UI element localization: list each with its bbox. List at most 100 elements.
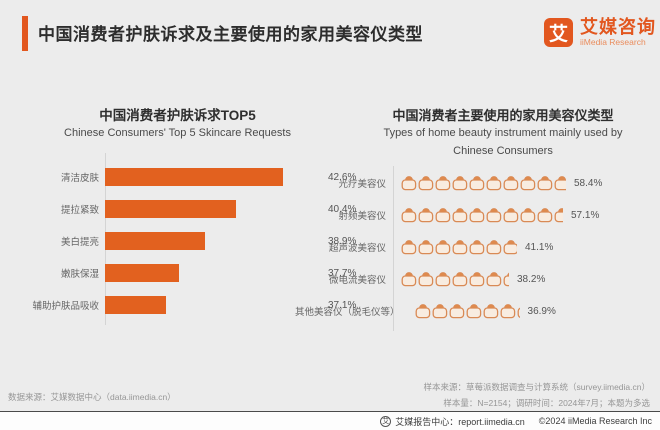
beauty-device-icon (435, 175, 452, 191)
page-title: 中国消费者护肤诉求及主要使用的家用美容仪类型 (38, 25, 423, 44)
bar-track (105, 200, 321, 218)
beauty-device-icon (418, 207, 435, 223)
beauty-device-icon (418, 175, 435, 191)
device-chart-subtitle-line2: Chinese Consumers (453, 145, 553, 157)
skincare-chart-rows: 清洁皮肤 42.6% 提拉紧致 40.4% 美白提亮 38.9% 嫩肤保湿 37.7% 辅助护肤… (20, 161, 356, 321)
bar-row: 辅助护肤品吸收 37.1% (20, 289, 356, 321)
bar-track (105, 296, 321, 314)
icon-strip (407, 303, 520, 319)
right-chart-axis-line (393, 166, 394, 331)
report-center-icon: 艾 (380, 415, 392, 427)
pictograph-row: 超声波美容仪 41.1% (295, 231, 660, 263)
value-label: 37.1% (328, 299, 357, 311)
beauty-device-icon-partial (503, 239, 517, 255)
category-label: 其他美容仪（脱毛仪等） (295, 307, 400, 318)
beauty-device-icon (503, 175, 520, 191)
category-label: 提拉紧致 (60, 205, 99, 216)
beauty-device-icon (486, 207, 503, 223)
beauty-device-icon (537, 175, 554, 191)
beauty-device-icon (483, 303, 500, 319)
value-label: 58.4% (574, 177, 603, 189)
beauty-device-icon (500, 303, 517, 319)
bar-row: 清洁皮肤 42.6% (20, 161, 356, 193)
beauty-device-icon (435, 271, 452, 287)
icon-strip (393, 239, 517, 255)
value-label: 42.6% (328, 171, 357, 183)
value-label: 41.1% (525, 241, 554, 253)
beauty-device-icon (401, 271, 418, 287)
iimedia-logo: 艾 艾媒咨询 iiMedia Research (544, 18, 656, 47)
brand-name-en: iiMedia Research (580, 37, 646, 47)
bar-track (105, 168, 321, 186)
value-label: 37.7% (328, 267, 357, 279)
beauty-device-icon (466, 303, 483, 319)
beauty-device-icon (435, 207, 452, 223)
logo-text: 艾媒咨询 iiMedia Research (580, 18, 656, 48)
category-label: 美白提亮 (60, 237, 99, 248)
beauty-device-icon (520, 207, 537, 223)
bar-track (105, 232, 321, 250)
beauty-device-icon-partial (554, 207, 563, 223)
beauty-device-icon (537, 207, 554, 223)
beauty-device-icon-partial (554, 175, 566, 191)
beauty-device-icon (401, 207, 418, 223)
bar-row: 美白提亮 38.9% (20, 225, 356, 257)
sample-source-note: 样本来源：草莓派数据调查与计算系统（survey.iimedia.cn） (423, 382, 650, 392)
pictograph-row: 射频美容仪 57.1% (295, 199, 660, 231)
sample-notes: 样本来源：草莓派数据调查与计算系统（survey.iimedia.cn） 样本量… (423, 379, 650, 411)
beauty-device-icon (452, 239, 469, 255)
category-label: 辅助护肤品吸收 (32, 301, 99, 312)
beauty-device-icon (401, 239, 418, 255)
icon-strip (393, 175, 566, 191)
bar (105, 168, 283, 186)
beauty-device-icon-partial (517, 303, 520, 319)
beauty-device-icon (418, 239, 435, 255)
bar-row: 嫩肤保湿 37.7% (20, 257, 356, 289)
beauty-device-icon (418, 271, 435, 287)
device-chart-subtitle-line1: Types of home beauty instrument mainly u… (383, 127, 623, 139)
beauty-device-icon-partial (503, 271, 509, 287)
pictograph-row: 其他美容仪（脱毛仪等） 36.9% (295, 295, 660, 327)
category-label: 射频美容仪 (338, 211, 386, 222)
skincare-chart-subtitle: Chinese Consumers' Top 5 Skincare Reques… (64, 127, 291, 139)
beauty-device-icon (469, 175, 486, 191)
beauty-device-icon (486, 175, 503, 191)
icon-strip (393, 271, 509, 287)
value-label: 38.9% (328, 235, 357, 247)
beauty-device-icon (432, 303, 449, 319)
bar (105, 296, 167, 314)
sample-info-note: 样本量：N=2154；调研时间：2024年7月；本题为多选 (443, 398, 650, 408)
beauty-device-icon (469, 239, 486, 255)
value-label: 57.1% (571, 209, 600, 221)
icon-strip (393, 207, 563, 223)
beauty-device-icon (401, 175, 418, 191)
iimedia-logo-icon: 艾 (544, 18, 573, 47)
beauty-device-icon (415, 303, 432, 319)
bar-track (105, 264, 321, 282)
beauty-device-icon (469, 207, 486, 223)
beauty-device-icon (486, 239, 503, 255)
value-label: 36.9% (527, 305, 556, 317)
category-label: 光疗美容仪 (338, 179, 386, 190)
value-label: 38.2% (517, 273, 546, 285)
bar (105, 232, 205, 250)
beauty-device-icon (503, 207, 520, 223)
category-label: 超声波美容仪 (328, 243, 386, 254)
beauty-device-icon (520, 175, 537, 191)
category-label: 微电流美容仪 (328, 275, 386, 286)
value-label: 40.4% (328, 203, 357, 215)
title-accent-bar (22, 16, 28, 51)
skincare-chart-title: 中国消费者护肤诉求TOP5 (99, 108, 256, 123)
report-center-bar: 艾 艾媒报告中心：report.iimedia.cn ©2024 iiMedia… (0, 411, 660, 430)
beauty-device-icon (469, 271, 486, 287)
bar (105, 200, 237, 218)
bar (105, 264, 180, 282)
beauty-device-icon (452, 207, 469, 223)
beauty-device-icon (452, 271, 469, 287)
bar-row: 提拉紧致 40.4% (20, 193, 356, 225)
pictograph-row: 光疗美容仪 58.4% (295, 167, 660, 199)
pictograph-row: 微电流美容仪 38.2% (295, 263, 660, 295)
device-chart-rows: 光疗美容仪 58.4% 射频美容仪 57.1% 超声波美容仪 41.1% 微电流美容仪 38.… (295, 167, 660, 327)
data-source-note: 数据来源：艾媒数据中心（data.iimedia.cn） (8, 392, 176, 402)
